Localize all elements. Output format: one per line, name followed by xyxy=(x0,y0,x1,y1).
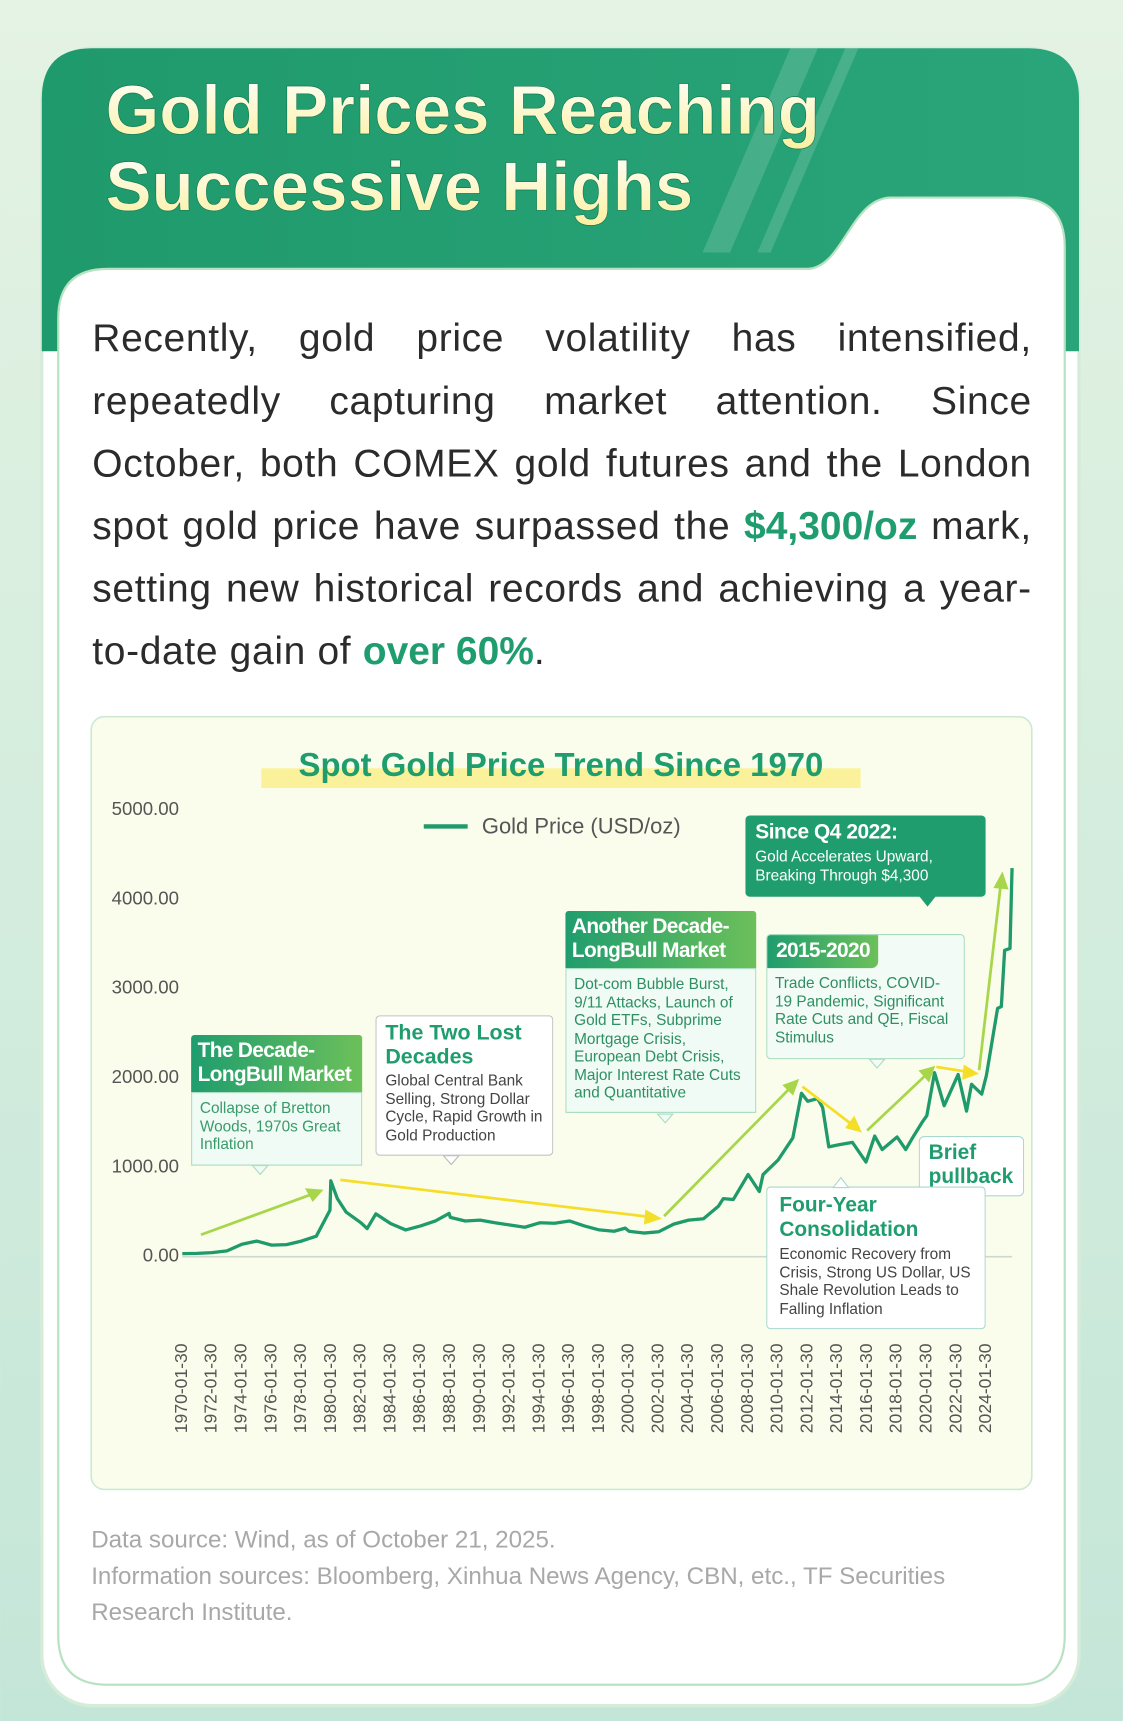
y-tick-label: 5000.00 xyxy=(112,798,179,819)
footer-line: Information sources: Bloomberg, Xinhua N… xyxy=(91,1561,946,1626)
x-tick-label: 1998-01-30 xyxy=(588,1343,608,1433)
x-tick-label: 1976-01-30 xyxy=(260,1343,280,1433)
pointer xyxy=(251,1165,270,1176)
x-tick-label: 1980-01-30 xyxy=(320,1343,340,1433)
x-tick-label: 1986-01-30 xyxy=(409,1343,429,1433)
annotation-title: 2015-2020 xyxy=(767,935,879,969)
annotation-title: The Decade-LongBull Market xyxy=(191,1035,363,1093)
x-tick-label: 1996-01-30 xyxy=(558,1343,578,1433)
x-tick-label: 2000-01-30 xyxy=(618,1343,638,1433)
annotation-box: 2015-2020 Trade Conflicts, COVID-19 Pand… xyxy=(766,934,965,1060)
annotation: The Decade-LongBull Market Collapse of B… xyxy=(191,1035,363,1166)
annotation-text: Trade Conflicts, COVID-19 Pandemic, Sign… xyxy=(774,973,949,1046)
footer-line: Data source: Wind, as of October 21, 202… xyxy=(91,1525,556,1554)
title-highlight xyxy=(261,768,861,789)
pointer xyxy=(832,1176,850,1189)
annotation-text: Gold Accelerates Upward, Breaking Throug… xyxy=(755,847,933,884)
annotation-text: Global Central Bank Selling, Strong Doll… xyxy=(385,1071,543,1144)
x-tick-label: 1978-01-30 xyxy=(290,1343,310,1433)
pointer xyxy=(918,895,937,907)
x-tick-label: 2018-01-30 xyxy=(886,1343,906,1433)
intro-text: Recently, gold price volatility has inte… xyxy=(92,316,1032,548)
plot: 0.00 1000.00 2000.00 3000.00 4000.00 5000.00 1… xyxy=(112,798,1014,1433)
annotation: Since Q4 2022: Gold Accelerates Upward, … xyxy=(745,815,986,897)
x-tick-label: 2016-01-30 xyxy=(856,1343,876,1433)
x-tick-label: 1982-01-30 xyxy=(350,1343,370,1433)
pointer xyxy=(442,1155,461,1166)
x-tick-label: 1984-01-30 xyxy=(379,1343,399,1433)
annotation-text: Dot-com Bubble Burst, 9/11 Attacks, Laun… xyxy=(565,968,757,1113)
x-tick-label: 1970-01-30 xyxy=(171,1343,191,1433)
trend-arrows xyxy=(200,871,1009,1237)
intro-paragraph: Recently, gold price volatility has inte… xyxy=(92,307,1032,682)
x-tick-label: 2012-01-30 xyxy=(796,1343,816,1433)
annotation: 2015-2020 Trade Conflicts, COVID-19 Pand… xyxy=(766,934,965,1060)
legend-label: Gold Price (USD/oz) xyxy=(482,813,681,838)
annotation-box: Since Q4 2022: Gold Accelerates Upward, … xyxy=(745,815,986,897)
annotation-box: The Two Lost Decades Global Central Bank… xyxy=(375,1015,554,1156)
x-tick-label: 2004-01-30 xyxy=(677,1343,697,1433)
y-tick-label: 2000.00 xyxy=(112,1066,179,1087)
y-tick-label: 4000.00 xyxy=(112,887,179,908)
x-tick-label: 2022-01-30 xyxy=(945,1343,965,1433)
x-tick-label: 2024-01-30 xyxy=(975,1343,995,1433)
annotation: Another Decade-LongBull Market Dot-com B… xyxy=(565,910,757,1113)
footer: Data source: Wind, as of October 21, 202… xyxy=(91,1525,946,1626)
annotation-title: Another Decade-LongBull Market xyxy=(565,910,757,969)
x-tick-label: 1990-01-30 xyxy=(469,1343,489,1433)
annotation: Four-Year Consolidation Economic Recover… xyxy=(766,1186,986,1330)
x-tick-label: 2002-01-30 xyxy=(647,1343,667,1433)
annotation: The Two Lost Decades Global Central Bank… xyxy=(375,1015,554,1156)
intro-text: mark, setting new historical records and… xyxy=(92,503,1032,673)
x-tick-label: 1994-01-30 xyxy=(528,1343,548,1433)
title-line: Gold Prices Reaching xyxy=(105,71,820,149)
chart-title: Spot Gold Price Trend Since 1970 xyxy=(299,746,824,783)
intro-text: . xyxy=(533,628,546,673)
y-tick-label: 3000.00 xyxy=(112,977,179,998)
annotation-text: Economic Recovery from Crisis, Strong US… xyxy=(779,1244,971,1317)
title-line: Successive Highs xyxy=(105,148,693,226)
annotation-title: Since Q4 2022: xyxy=(755,820,898,845)
x-tick-label: 2006-01-30 xyxy=(707,1343,727,1433)
x-tick-label: 2010-01-30 xyxy=(767,1343,787,1433)
header-stripes xyxy=(702,48,859,253)
annotation-title: The Two Lost Decades xyxy=(385,1020,522,1070)
annotation-box: Four-Year Consolidation Economic Recover… xyxy=(766,1186,986,1330)
annotation-text: Collapse of Bretton Woods, 1970s Great I… xyxy=(191,1092,363,1166)
pointer xyxy=(656,1113,675,1124)
x-tick-label: 1988-01-30 xyxy=(439,1343,459,1433)
x-tick-label: 1974-01-30 xyxy=(230,1343,250,1433)
x-tick-label: 2020-01-30 xyxy=(915,1343,935,1433)
y-tick-label: 0.00 xyxy=(143,1245,179,1266)
emphasis-text: over 60% xyxy=(362,628,534,673)
x-tick-label: 2008-01-30 xyxy=(737,1343,757,1433)
x-tick-label: 1992-01-30 xyxy=(499,1343,519,1433)
annotation-title: Four-Year Consolidation xyxy=(779,1194,919,1242)
x-tick-label: 2014-01-30 xyxy=(826,1343,846,1433)
emphasis-text: $4,300/oz xyxy=(744,503,918,548)
x-tick-label: 1972-01-30 xyxy=(201,1343,221,1433)
price-line xyxy=(182,868,1014,1256)
intro-box: Recently, gold price volatility has inte… xyxy=(92,307,1032,682)
y-tick-label: 1000.00 xyxy=(112,1155,179,1176)
